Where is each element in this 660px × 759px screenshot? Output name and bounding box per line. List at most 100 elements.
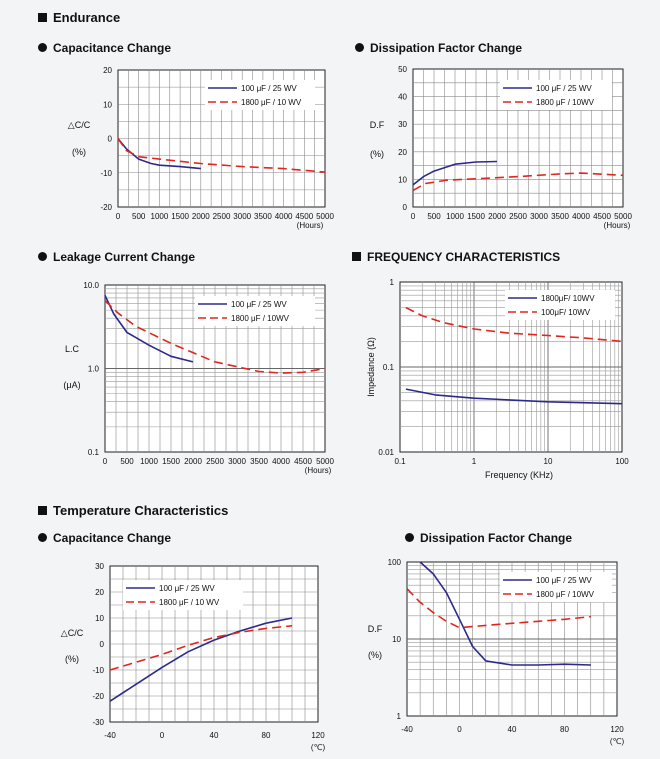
y-axis-label: △C/C <box>68 120 91 130</box>
series-line-a <box>104 295 194 363</box>
x-tick-label: 4000 <box>275 212 293 221</box>
y-axis-label: Impedance (Ω) <box>366 337 376 397</box>
series-line-b <box>405 306 623 343</box>
y-tick-label: 0.01 <box>378 448 394 457</box>
x-tick-label: 0 <box>116 212 121 221</box>
series-line-a <box>109 617 293 702</box>
heading-endurance-capacitance: Capacitance Change <box>38 41 171 55</box>
y-tick-label: 10 <box>398 175 407 184</box>
series-line-b <box>406 588 591 629</box>
legend-box <box>205 80 315 110</box>
legend-label: 100 μF / 25 WV <box>159 584 215 593</box>
y-tick-label: 0 <box>108 135 113 144</box>
chart-temp_df: -40 0 40 80 120 100 10 1 (℃) D.F (%) 100 μF / 25 WV… <box>368 558 625 746</box>
legend-label: 100 μF / 25 WV <box>536 84 592 93</box>
y-tick-label: 1 <box>390 278 395 287</box>
y-tick-label: 30 <box>95 562 104 571</box>
series-line-a <box>419 561 591 666</box>
x-tick-label: 80 <box>560 725 569 734</box>
heading-endurance-df: Dissipation Factor Change <box>355 41 522 55</box>
section-temperature: Temperature Characteristics <box>38 503 228 518</box>
x-tick-label: 2500 <box>509 212 527 221</box>
legend-box <box>123 580 243 610</box>
x-tick-label: 3000 <box>228 457 246 466</box>
x-axis-unit: (Hours) <box>305 466 332 475</box>
y-tick-label: -10 <box>100 169 112 178</box>
x-tick-label: 120 <box>610 725 624 734</box>
series-line-a <box>405 388 623 405</box>
x-tick-label: 5000 <box>614 212 632 221</box>
legend-label: 1800 μF / 10 WV <box>159 598 220 607</box>
y-axis-label: (μA) <box>63 380 80 390</box>
y-axis-label: (%) <box>368 650 382 660</box>
chart-end_df: 0 500 1000 1500 2000 2500 3000 3500 4000 4500 5000… <box>370 65 633 230</box>
y-tick-label: 30 <box>398 120 407 129</box>
x-tick-label: 4500 <box>294 457 312 466</box>
legend-label: 1800 μF / 10 WV <box>241 98 302 107</box>
x-tick-label: 3000 <box>233 212 251 221</box>
x-tick-label: 500 <box>120 457 134 466</box>
x-tick-label: 3500 <box>254 212 272 221</box>
y-tick-label: 0 <box>403 203 408 212</box>
y-axis-label: (%) <box>72 147 86 157</box>
x-tick-label: 2500 <box>213 212 231 221</box>
x-axis-unit: (℃) <box>610 737 625 746</box>
y-tick-label: 20 <box>103 66 112 75</box>
x-tick-label: 3500 <box>551 212 569 221</box>
heading-temperature-capacitance: Capacitance Change <box>38 531 171 545</box>
section-endurance: Endurance <box>38 10 120 25</box>
y-tick-label: 100 <box>388 558 402 567</box>
y-tick-label: 10 <box>392 635 401 644</box>
x-tick-label: 4500 <box>295 212 313 221</box>
x-tick-label: 40 <box>508 725 517 734</box>
y-tick-label: 20 <box>398 148 407 157</box>
x-tick-label: 4500 <box>593 212 611 221</box>
y-tick-label: 40 <box>398 93 407 102</box>
x-axis-unit: (Hours) <box>297 221 324 230</box>
y-axis-label: (%) <box>370 149 384 159</box>
y-tick-label: 10.0 <box>83 281 99 290</box>
legend-label: 1800 μF / 10WV <box>536 590 595 599</box>
dot-bullet-icon <box>355 43 364 52</box>
heading-temperature-df: Dissipation Factor Change <box>405 531 572 545</box>
x-tick-label: 1 <box>472 457 477 466</box>
legend-box <box>195 296 315 326</box>
y-tick-label: 0.1 <box>88 448 100 457</box>
y-tick-label: 1.0 <box>88 365 100 374</box>
series-line-b <box>412 172 624 192</box>
y-tick-label: 10 <box>103 100 112 109</box>
x-tick-label: 4000 <box>272 457 290 466</box>
x-axis-unit: (Hours) <box>604 221 631 230</box>
y-axis-label: (%) <box>65 654 79 664</box>
x-tick-label: 3500 <box>250 457 268 466</box>
x-tick-label: 1000 <box>446 212 464 221</box>
y-tick-label: -30 <box>92 718 104 727</box>
y-tick-label: 1 <box>397 712 402 721</box>
dot-bullet-icon <box>38 43 47 52</box>
chart-end_cap: 0 500 1000 1500 2000 2500 3000 3500 4000 4500 5000… <box>68 66 335 230</box>
series-line-b <box>117 138 326 173</box>
x-axis-label: Frequency (KHz) <box>485 470 553 480</box>
legend-label: 1800μF/ 10WV <box>541 294 595 303</box>
legend-label: 1800 μF / 10WV <box>536 98 595 107</box>
x-tick-label: 2000 <box>488 212 506 221</box>
x-tick-label: 1000 <box>140 457 158 466</box>
y-tick-label: 50 <box>398 65 407 74</box>
legend-box <box>505 290 615 320</box>
series-line-b <box>109 625 293 671</box>
x-tick-label: 0 <box>457 725 462 734</box>
x-tick-label: 3000 <box>530 212 548 221</box>
heading-frequency: FREQUENCY CHARACTERISTICS <box>352 250 560 264</box>
y-axis-label: L.C <box>65 344 80 354</box>
series-line-a <box>412 160 498 186</box>
dot-bullet-icon <box>38 533 47 542</box>
x-tick-label: 5000 <box>316 212 334 221</box>
y-axis-label: D.F <box>370 120 385 130</box>
x-tick-label: 1500 <box>162 457 180 466</box>
y-tick-label: 0 <box>100 640 105 649</box>
heading-leakage: Leakage Current Change <box>38 250 195 264</box>
x-tick-label: 80 <box>262 731 271 740</box>
legend-label: 100μF/ 10WV <box>541 308 591 317</box>
y-tick-label: -20 <box>100 203 112 212</box>
